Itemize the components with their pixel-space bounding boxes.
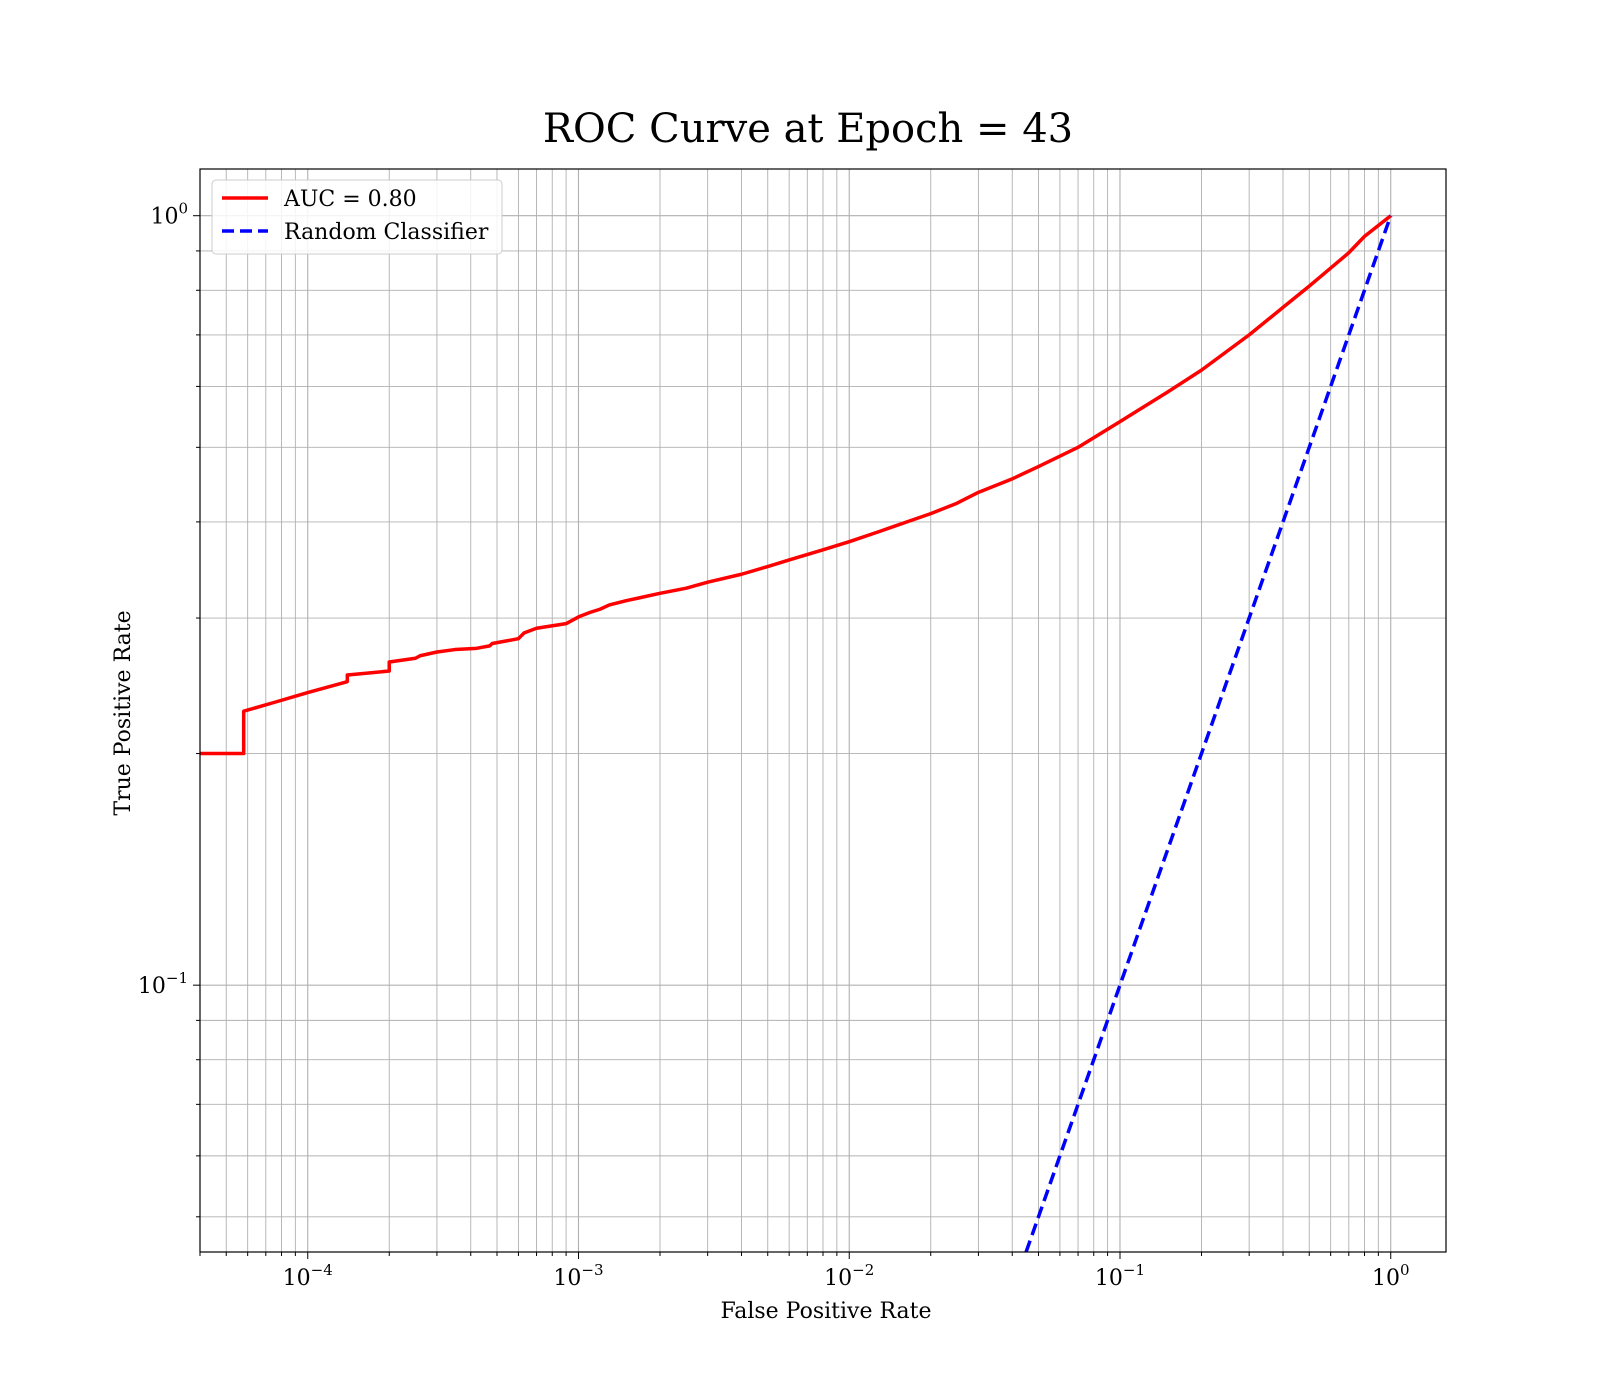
y-axis-label: True Positive Rate	[111, 610, 136, 815]
y-tick-label: 10−1	[138, 969, 188, 999]
roc-curve-line	[200, 214, 1392, 756]
x-axis-label: False Positive Rate	[720, 1299, 931, 1324]
legend-label-auc: AUC = 0.80	[283, 187, 417, 212]
plot-frame	[199, 168, 1447, 1253]
x-tick-label: 10−3	[553, 1261, 603, 1291]
grid-lines	[199, 169, 1446, 1252]
y-tick-label: 100	[150, 200, 188, 230]
x-tick-label: 10−4	[283, 1261, 333, 1291]
x-tick-label: 10−2	[824, 1261, 874, 1291]
minor-ticks	[193, 215, 1392, 1259]
legend-box	[211, 179, 503, 255]
y-tick-labels: 10−1 100	[138, 200, 188, 999]
legend: AUC = 0.80 Random Classifier	[211, 179, 503, 255]
legend-label-random: Random Classifier	[284, 220, 489, 245]
x-tick-labels: 10−4 10−3 10−2 10−1 100	[283, 1261, 1410, 1291]
x-tick-label: 10−1	[1095, 1261, 1145, 1291]
random-classifier-line	[1024, 215, 1393, 1252]
chart-title: ROC Curve at Epoch = 43	[543, 106, 1073, 152]
x-tick-label: 100	[1372, 1261, 1410, 1291]
series-layer	[200, 214, 1393, 1252]
